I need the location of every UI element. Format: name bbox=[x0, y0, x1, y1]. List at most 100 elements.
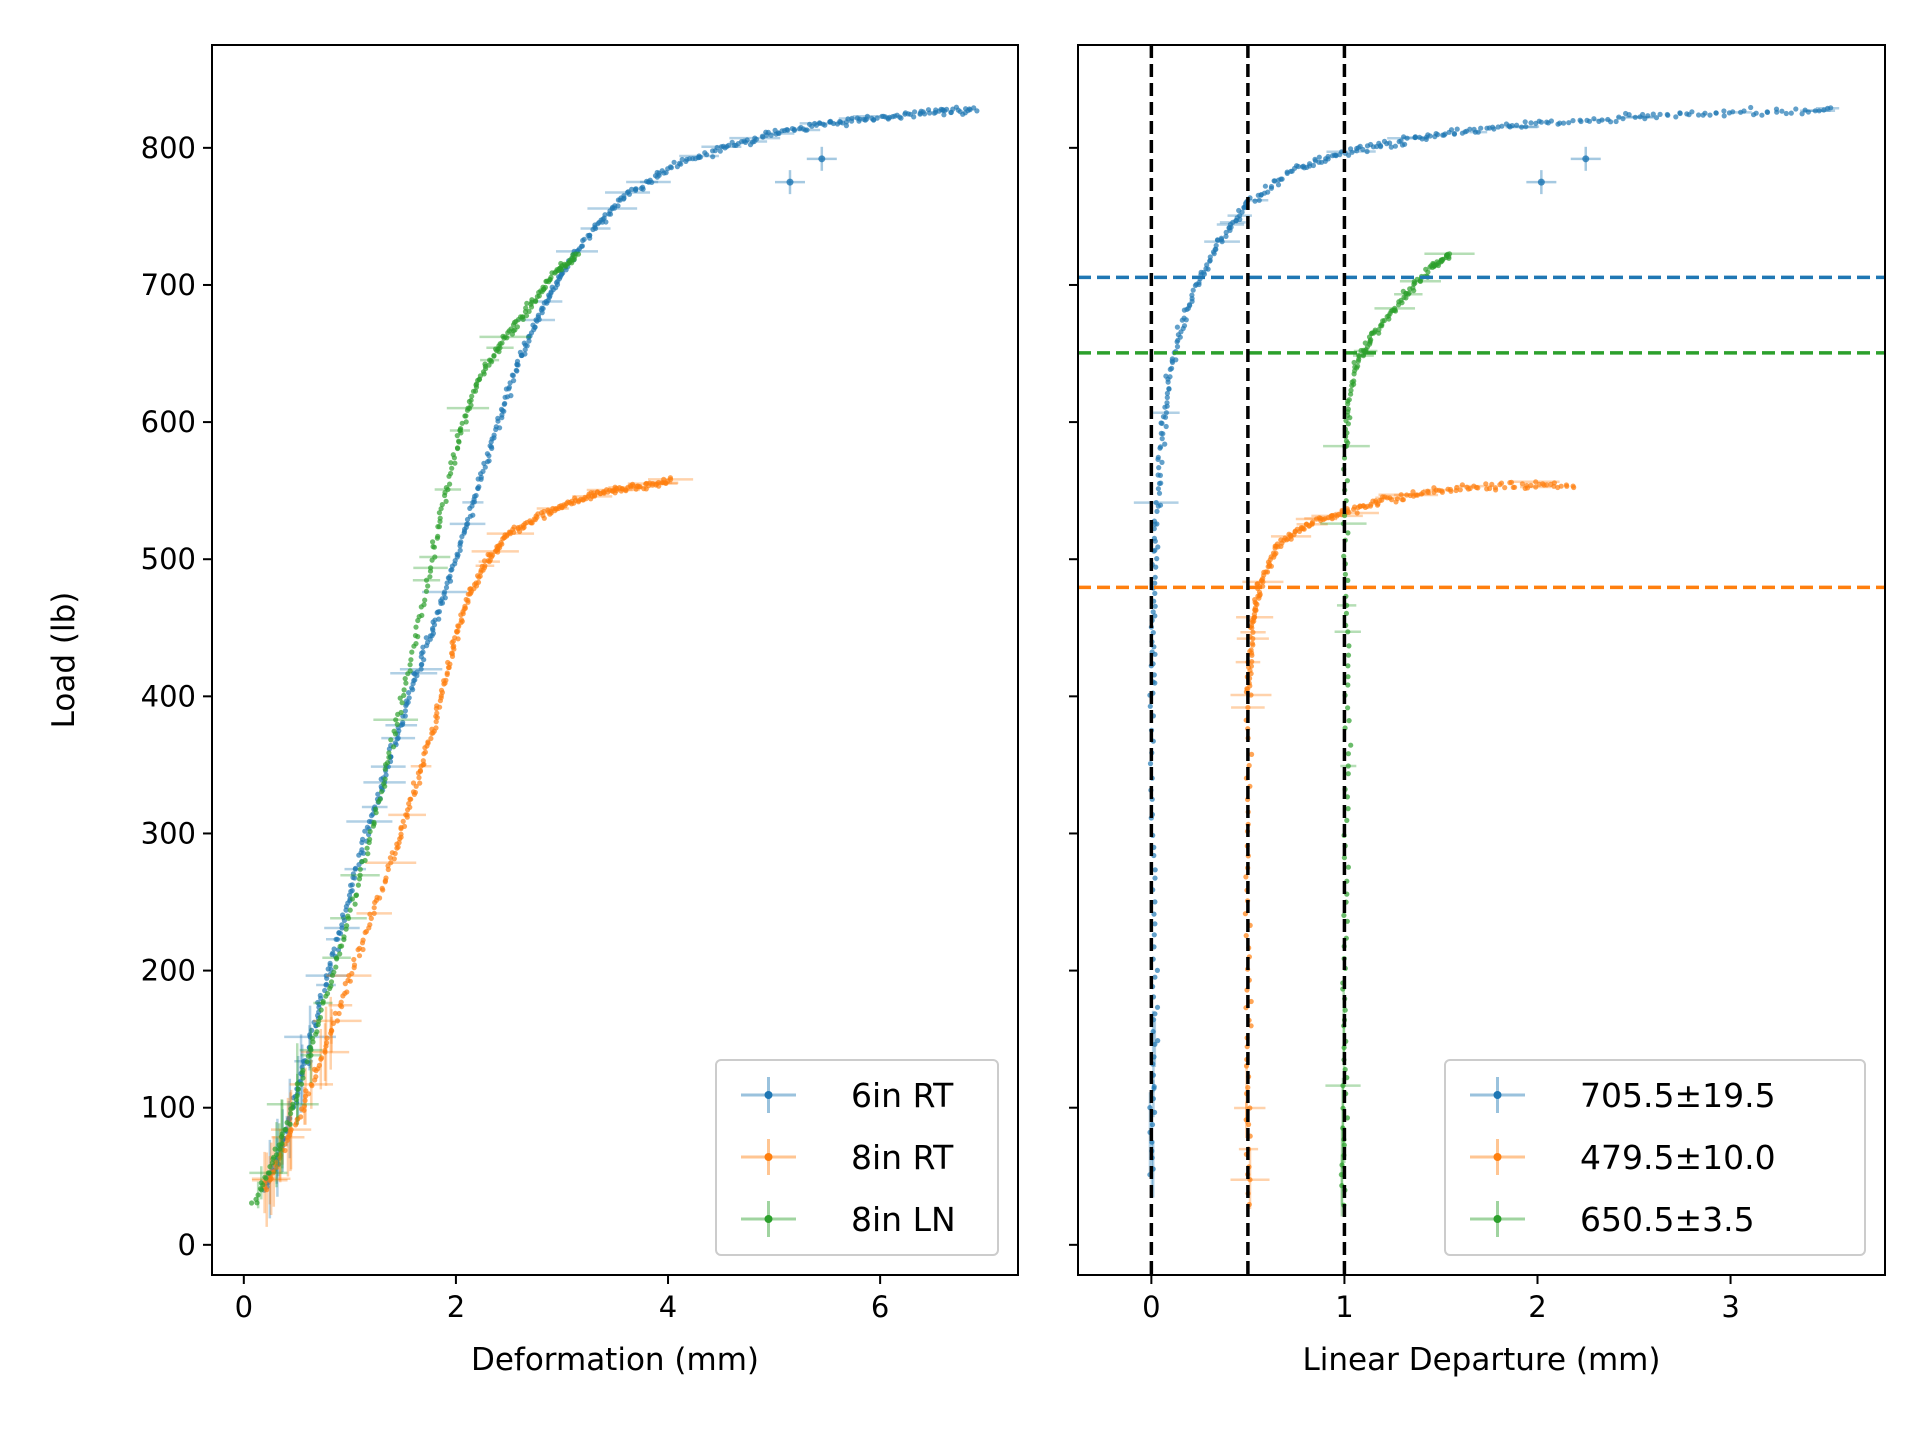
series-2-point bbox=[313, 1074, 319, 1080]
series-1-point bbox=[418, 666, 424, 672]
series-3-point bbox=[1346, 397, 1352, 403]
series-1-point bbox=[1268, 185, 1274, 191]
series-1-point bbox=[633, 186, 639, 192]
series-2-point bbox=[454, 628, 460, 635]
series-1-point bbox=[316, 1001, 322, 1008]
series-2-point bbox=[667, 475, 674, 481]
series-3-point bbox=[253, 1196, 259, 1202]
series-1-point bbox=[309, 1027, 315, 1033]
series-3-point bbox=[472, 388, 479, 394]
series-1-point bbox=[602, 212, 608, 218]
series-1-point bbox=[406, 690, 412, 696]
series-3-point bbox=[288, 1110, 294, 1117]
series-3-point bbox=[403, 680, 409, 686]
series-1-point bbox=[1256, 197, 1262, 203]
series-2-point bbox=[368, 915, 374, 922]
series-3-point bbox=[1346, 718, 1352, 724]
series-3-point bbox=[394, 721, 400, 728]
series-3-point bbox=[1406, 290, 1412, 296]
x-tick-label: 1 bbox=[1335, 1290, 1353, 1324]
series-2-point bbox=[288, 1127, 294, 1133]
series-3-point bbox=[1355, 358, 1361, 364]
series-1-point bbox=[1721, 108, 1727, 114]
series-1-point bbox=[1295, 163, 1301, 170]
series-1-point bbox=[493, 426, 499, 433]
series-1-point bbox=[540, 306, 546, 312]
series-3-point bbox=[1345, 751, 1351, 757]
series-3-point bbox=[1348, 387, 1354, 393]
x-tick-label: 6 bbox=[871, 1290, 889, 1324]
series-3-point bbox=[385, 760, 391, 766]
series-2-point bbox=[1243, 874, 1249, 880]
series-3-point bbox=[279, 1131, 285, 1137]
series-3-point bbox=[255, 1192, 261, 1198]
series-3-point bbox=[339, 943, 345, 949]
series-3-point bbox=[1403, 295, 1409, 301]
series-2-point bbox=[1288, 536, 1294, 542]
series-2-point bbox=[360, 937, 366, 943]
series-1-point bbox=[1155, 486, 1161, 492]
series-1-point bbox=[1348, 146, 1354, 152]
right-panel: 0 1 2 3 Linear Departure (mm) 705.5±19.5 479.5… bbox=[1069, 44, 1886, 1378]
series-2-point bbox=[410, 780, 417, 786]
series-1-point bbox=[922, 111, 928, 117]
series-3-point bbox=[413, 624, 419, 630]
series-1-point bbox=[1398, 138, 1404, 144]
series-2-point bbox=[1544, 482, 1550, 488]
series-3-point bbox=[299, 1070, 305, 1076]
series-1-point bbox=[522, 347, 528, 353]
series-1-point bbox=[1152, 974, 1158, 980]
series-2-point bbox=[298, 1114, 304, 1120]
series-1-point bbox=[1620, 116, 1626, 122]
series-2-point bbox=[441, 678, 447, 684]
series-1-point bbox=[830, 120, 837, 127]
series-3-point bbox=[398, 709, 404, 716]
series-3-point bbox=[447, 481, 453, 487]
series-2-point bbox=[1483, 481, 1489, 487]
series-1-point bbox=[1147, 1105, 1153, 1111]
series-3-point bbox=[317, 1014, 323, 1021]
series-1-point bbox=[1316, 154, 1322, 160]
series-1-point bbox=[1812, 108, 1818, 114]
legend-swatch-marker bbox=[1493, 1215, 1502, 1223]
series-2-point bbox=[1465, 486, 1471, 492]
series-1-point bbox=[423, 635, 429, 641]
series-1-point bbox=[1163, 373, 1169, 379]
series-1-point bbox=[849, 115, 855, 121]
series-1-point bbox=[1509, 123, 1515, 129]
series-1-point bbox=[362, 828, 368, 834]
series-2-point bbox=[316, 1062, 322, 1068]
series-1-point bbox=[307, 1032, 313, 1038]
series-2-point bbox=[1245, 686, 1251, 692]
series-3-point bbox=[294, 1093, 300, 1099]
series-3-point bbox=[258, 1187, 265, 1193]
series-1-point bbox=[1218, 235, 1224, 241]
series-1-point bbox=[1427, 133, 1433, 139]
series-1-point bbox=[1650, 111, 1656, 117]
series-3-point bbox=[548, 274, 554, 280]
series-1-point bbox=[1773, 106, 1780, 112]
series-2-point bbox=[416, 775, 422, 781]
series-1-point bbox=[1753, 110, 1759, 116]
series-2-point bbox=[417, 780, 423, 786]
series-1-point bbox=[1288, 168, 1294, 174]
series-1-point bbox=[1198, 269, 1204, 275]
series-3-point bbox=[318, 1007, 324, 1013]
series-2-point bbox=[1248, 692, 1254, 698]
series-1-point bbox=[1151, 1084, 1157, 1090]
series-3-point bbox=[1345, 674, 1351, 680]
series-3-point bbox=[575, 251, 582, 257]
series-1-point bbox=[1721, 113, 1727, 119]
series-1-point bbox=[1451, 131, 1457, 137]
series-1-point bbox=[656, 172, 662, 178]
series-1-point bbox=[1491, 126, 1497, 132]
series-1-point bbox=[341, 917, 347, 924]
plot-area bbox=[1078, 45, 1885, 1275]
series-1-point bbox=[1164, 394, 1170, 401]
series-2-point bbox=[401, 823, 408, 830]
series-3-point bbox=[412, 633, 419, 639]
series-1-point bbox=[527, 333, 533, 339]
series-2-point bbox=[572, 495, 578, 501]
series-3-point bbox=[435, 533, 441, 540]
series-1-point bbox=[1528, 120, 1534, 126]
